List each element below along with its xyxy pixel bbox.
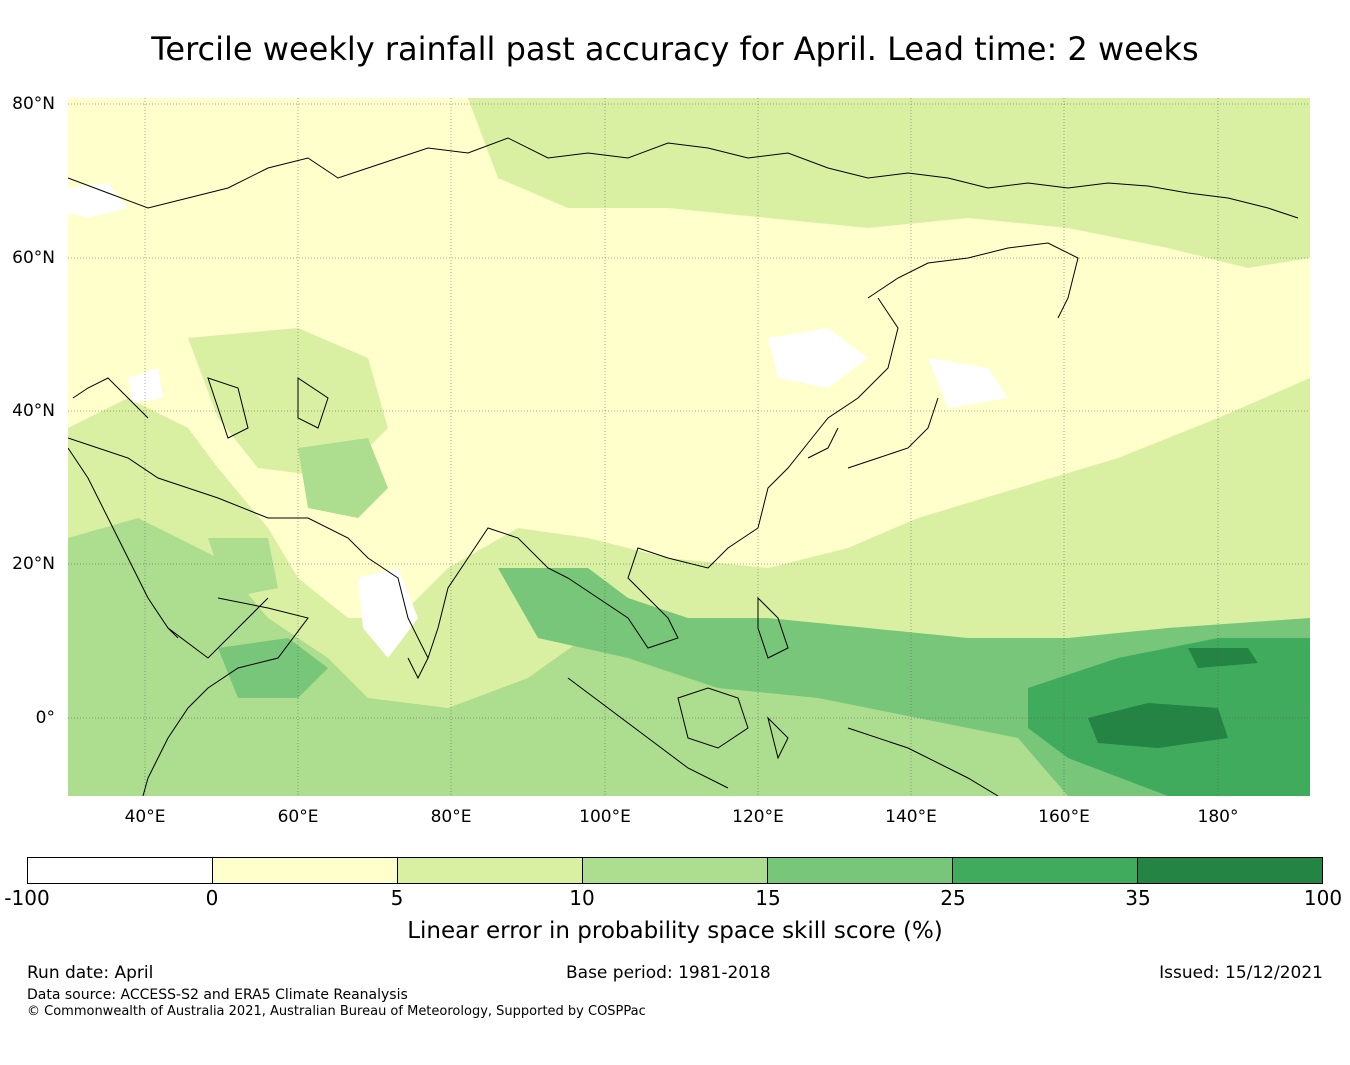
lon-label-80e: 80°E [430,807,472,827]
lon-label-100e: 100°E [579,807,631,827]
colorbar-tick: 0 [205,886,219,910]
colorbar-segment [583,858,768,883]
lat-label-60n: 60°N [12,248,55,268]
lon-label-140e: 140°E [885,807,937,827]
colorbar-segment [1138,858,1322,883]
colorbar-segment [213,858,398,883]
skill-map [68,98,1310,796]
lat-label-80n: 80°N [12,94,55,114]
skill-shading [68,98,1310,796]
base-period: Base period: 1981-2018 [566,963,771,983]
colorbar-tick: 10 [569,886,595,910]
lon-label-160e: 160°E [1038,807,1090,827]
lat-label-40n: 40°N [12,401,55,421]
colorbar-tick: 35 [1125,886,1151,910]
lon-label-40e: 40°E [124,807,166,827]
colorbar-tick: 5 [390,886,404,910]
chart-title: Tercile weekly rainfall past accuracy fo… [151,30,1199,68]
data-source: Data source: ACCESS-S2 and ERA5 Climate … [27,987,408,1003]
colorbar-tick: 100 [1303,886,1343,910]
copyright: © Commonwealth of Australia 2021, Austra… [27,1004,646,1019]
colorbar-segment [768,858,953,883]
lon-label-180: 180° [1197,807,1239,827]
map-gridlines [68,98,1310,796]
skill-map-canvas [68,98,1310,796]
coastlines [68,137,1299,796]
colorbar-segment [28,858,213,883]
colorbar-tick: 15 [755,886,781,910]
colorbar-label: Linear error in probability space skill … [407,918,943,944]
colorbar [27,857,1323,884]
run-date: Run date: April [27,963,154,983]
lon-label-120e: 120°E [732,807,784,827]
colorbar-segment [953,858,1138,883]
issued-date: Issued: 15/12/2021 [1159,963,1323,983]
lat-label-0: 0° [35,708,55,728]
colorbar-segment [398,858,583,883]
colorbar-tick: 25 [940,886,966,910]
lon-label-60e: 60°E [277,807,319,827]
lat-label-20n: 20°N [12,554,55,574]
colorbar-tick: -100 [4,886,50,910]
